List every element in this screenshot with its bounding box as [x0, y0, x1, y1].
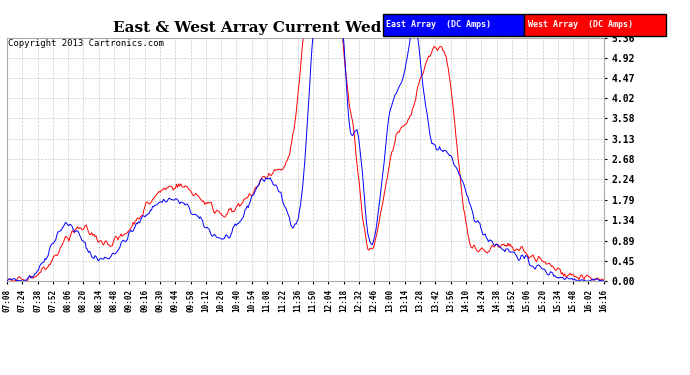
Text: Copyright 2013 Cartronics.com: Copyright 2013 Cartronics.com — [8, 39, 164, 48]
Title: East & West Array Current Wed Dec 18 16:21: East & West Array Current Wed Dec 18 16:… — [112, 21, 498, 35]
Text: West Array  (DC Amps): West Array (DC Amps) — [528, 20, 633, 29]
Text: East Array  (DC Amps): East Array (DC Amps) — [386, 20, 491, 29]
